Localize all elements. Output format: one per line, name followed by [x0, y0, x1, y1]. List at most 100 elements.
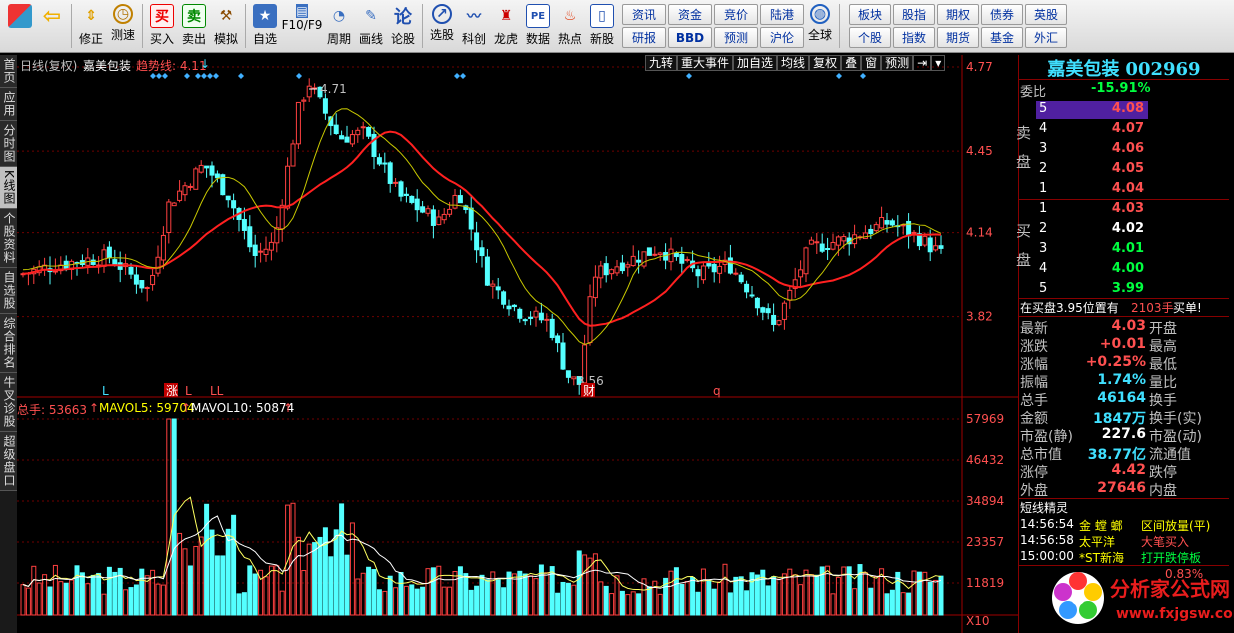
bid-price[interactable]: 4.00	[1111, 261, 1144, 276]
speedtest-button[interactable]: ◷ 测速	[107, 4, 139, 52]
chart-top-button[interactable]: 九转	[645, 55, 678, 71]
bid-price[interactable]: 3.99	[1111, 281, 1144, 296]
flower-logo-icon	[1052, 572, 1104, 624]
ask-price[interactable]: 4.08	[1111, 101, 1144, 116]
ask-price[interactable]: 4.07	[1111, 121, 1144, 136]
chart-stock-name: 嘉美包装	[83, 59, 132, 73]
left-tab[interactable]: 首页	[0, 55, 17, 88]
total-volume-label: 总手: 53663	[17, 403, 88, 417]
period-button[interactable]: ◔ 周期	[323, 4, 355, 52]
quick-grid-button[interactable]: 资金	[668, 4, 712, 25]
volume-bar	[938, 575, 944, 616]
chart-top-button[interactable]: 加自选	[733, 55, 778, 71]
volume-bar	[20, 584, 26, 616]
ask-price[interactable]: 4.06	[1111, 141, 1144, 156]
volume-bar	[506, 571, 512, 616]
left-tab[interactable]: 超级盘口	[0, 431, 17, 491]
left-tab[interactable]: 牛叉诊股	[0, 372, 17, 432]
chart-top-button[interactable]: 窗	[861, 55, 882, 71]
favorites-button[interactable]: ★ 自选	[249, 4, 281, 52]
bid-price[interactable]: 4.02	[1111, 221, 1144, 236]
dragon-tiger-button[interactable]: ♜ 龙虎	[490, 4, 522, 52]
volume-bar	[846, 566, 852, 616]
quick-grid-button[interactable]: 债券	[981, 4, 1023, 25]
new-stock-button[interactable]: ▯ 新股	[586, 4, 618, 52]
quick-grid-button[interactable]: 陆港	[760, 4, 804, 25]
chart-top-button[interactable]: 均线	[777, 55, 810, 71]
chart-top-button[interactable]: 预测	[881, 55, 914, 71]
ask-price[interactable]: 4.04	[1111, 181, 1144, 196]
quick-grid-button[interactable]: 基金	[981, 27, 1023, 48]
chart-top-button[interactable]: 重大事件	[677, 55, 734, 71]
quick-grid-button[interactable]: 个股	[849, 27, 891, 48]
back-button[interactable]: ⇦	[36, 4, 68, 52]
hotspot-button[interactable]: ♨ 热点	[554, 4, 586, 52]
stat-right-label: 最低	[1149, 357, 1177, 373]
volume-bar	[420, 586, 426, 616]
spirit-title[interactable]: 短线精灵	[1020, 501, 1069, 515]
pin-icon[interactable]: ⇥	[913, 55, 932, 71]
candle	[171, 201, 177, 207]
chart-top-button[interactable]: 复权	[809, 55, 842, 71]
menu-button[interactable]	[4, 4, 36, 52]
quick-grid-button[interactable]: 板块	[849, 4, 891, 25]
volume-bar	[900, 592, 906, 616]
star-market-button[interactable]: 〰科创	[458, 4, 490, 52]
quick-grid-button[interactable]: 竞价	[714, 4, 758, 25]
quick-grid-button[interactable]: 预测	[714, 27, 758, 48]
volume-bar	[700, 568, 706, 616]
fix-button[interactable]: ⇕ 修正	[75, 4, 107, 52]
spirit-stock[interactable]: *ST新海	[1079, 551, 1124, 565]
quick-grid-button[interactable]: 外汇	[1025, 27, 1067, 48]
left-tab[interactable]: 应用	[0, 88, 17, 121]
dropdown-triangle-icon[interactable]: ▾	[931, 55, 946, 71]
stock-header[interactable]: 嘉美包装 002969	[1019, 55, 1229, 80]
volume-bar	[598, 581, 604, 616]
f10-button[interactable]: ▤ F10/F9	[281, 4, 323, 52]
global-button[interactable]: ◍ 全球	[804, 4, 836, 52]
simulate-button[interactable]: ⚒ 模拟	[210, 4, 242, 52]
left-tab[interactable]: 综合排名	[0, 313, 17, 373]
discuss-button[interactable]: 论论股	[387, 4, 419, 52]
pick-stock-button[interactable]: ↗ 选股	[426, 4, 458, 52]
quick-grid-button[interactable]: 指数	[893, 27, 935, 48]
draw-button[interactable]: ✎ 画线	[355, 4, 387, 52]
quick-grid-button[interactable]: 股指	[893, 4, 935, 25]
bid-price[interactable]: 4.03	[1111, 201, 1144, 216]
kline-chart-area[interactable]: 4.77 4.45 4.14 3.82 57969 46432 34894 23357 1181…	[17, 55, 1018, 633]
quick-grid-button[interactable]: 研报	[622, 27, 666, 48]
quick-grid-button[interactable]: 英股	[1025, 4, 1067, 25]
volume-bar	[652, 580, 658, 616]
left-tab[interactable]: 个股资料	[0, 208, 17, 268]
svg-text:涨: 涨	[166, 383, 178, 398]
buy-button[interactable]: 买买入	[146, 4, 178, 52]
left-tab[interactable]: K线图	[0, 167, 17, 209]
left-tab[interactable]: 自选股	[0, 267, 17, 314]
volume-bar	[555, 592, 561, 616]
spirit-stock[interactable]: 金 螳 螂	[1079, 519, 1123, 533]
volume-bar	[301, 570, 307, 616]
quick-grid-button[interactable]: 期权	[937, 4, 979, 25]
left-tab[interactable]: 分时图	[0, 121, 17, 167]
bid-price[interactable]: 4.01	[1111, 241, 1144, 256]
candle	[501, 290, 507, 309]
kline-chart-canvas[interactable]: 4.77 4.45 4.14 3.82 57969 46432 34894 23357 1181…	[17, 55, 1018, 633]
spirit-time: 15:00:00	[1020, 549, 1074, 563]
quick-grid-button[interactable]: 资讯	[622, 4, 666, 25]
volume-bar	[933, 579, 939, 616]
sell-button[interactable]: 卖卖出	[178, 4, 210, 52]
quick-grid-button[interactable]: 沪伦	[760, 27, 804, 48]
panel-row: 5 4.08	[1036, 101, 1148, 119]
quick-grid-button[interactable]: 期货	[937, 27, 979, 48]
volume-bar	[177, 532, 183, 616]
fire-icon: ♨	[563, 8, 577, 24]
spirit-stock[interactable]: 太平洋	[1079, 535, 1116, 549]
sell-icon-glyph: 卖	[187, 9, 201, 25]
panel-row: 2 4.02	[1036, 221, 1148, 239]
chart-top-button[interactable]: 叠	[841, 55, 862, 71]
star-market-button-label: 科创	[461, 32, 486, 46]
candle	[490, 280, 496, 299]
data-button[interactable]: PE 数据	[522, 4, 554, 52]
quick-grid-button[interactable]: BBD	[668, 27, 712, 48]
ask-price[interactable]: 4.05	[1111, 161, 1144, 176]
